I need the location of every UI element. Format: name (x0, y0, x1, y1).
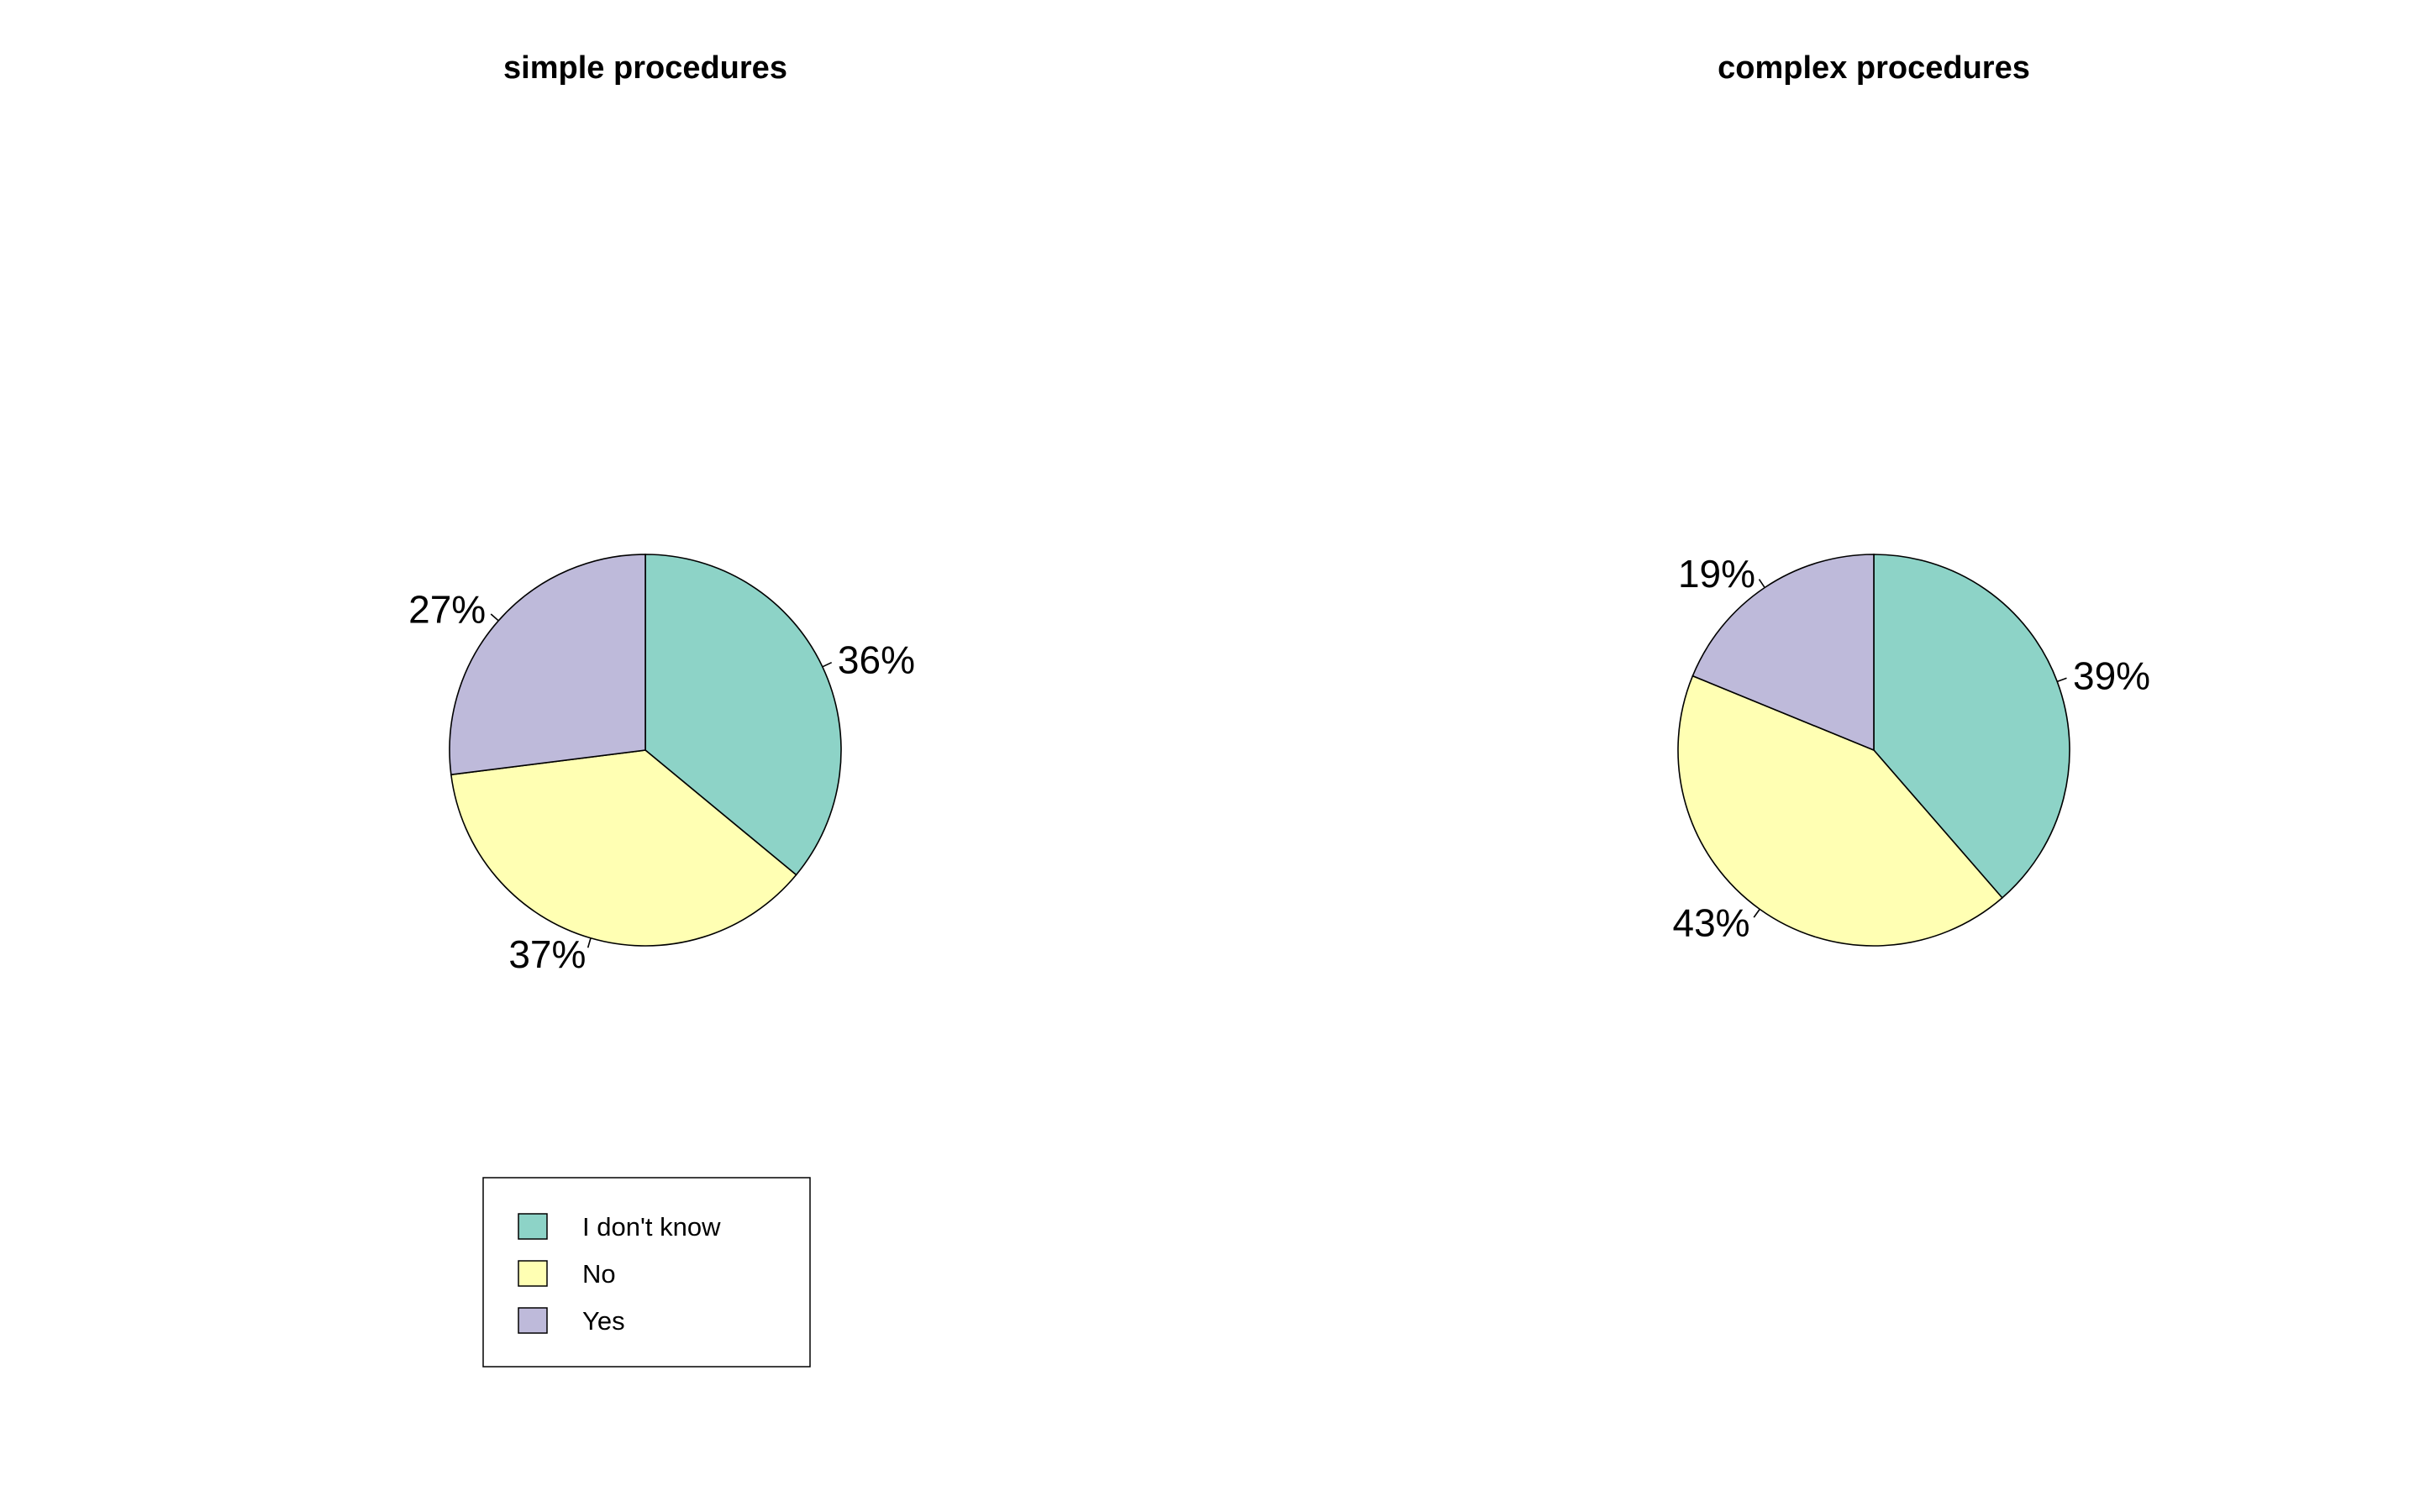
legend: I don't know No Yes (482, 1177, 811, 1368)
legend-label: Yes (582, 1306, 625, 1336)
legend-swatch (518, 1213, 548, 1240)
pie-slice-no (450, 749, 797, 947)
chart-title-complex: complex procedures (1718, 50, 2030, 86)
pie-percent-label: 39% (2073, 654, 2150, 697)
pie-label-tick (2056, 677, 2067, 683)
pie-label-tick (1758, 579, 1765, 588)
legend-swatch (518, 1307, 548, 1334)
pie-label-tick (1753, 908, 1760, 918)
pie-percent-label: 36% (838, 638, 915, 681)
pie-simple-procedures: 36% 37% 27% (408, 554, 915, 976)
legend-swatch (518, 1260, 548, 1287)
legend-label: No (582, 1259, 616, 1289)
pie-percent-label: 43% (1672, 901, 1749, 945)
chart-title-simple: simple procedures (503, 50, 787, 86)
pie-label-tick (490, 613, 499, 622)
pie-label-tick (822, 661, 833, 668)
pie-percent-label: 19% (1678, 552, 1755, 596)
pie-label-tick (587, 937, 592, 948)
pie-complex-procedures: 39% 43% 19% (1672, 552, 2150, 947)
pie-percent-label: 37% (508, 932, 586, 976)
legend-label: I don't know (582, 1212, 721, 1242)
pie-slice-i-don-t-know (1873, 554, 2070, 899)
pie-slice-no (1677, 675, 2003, 947)
pie-percent-label: 27% (408, 588, 486, 632)
